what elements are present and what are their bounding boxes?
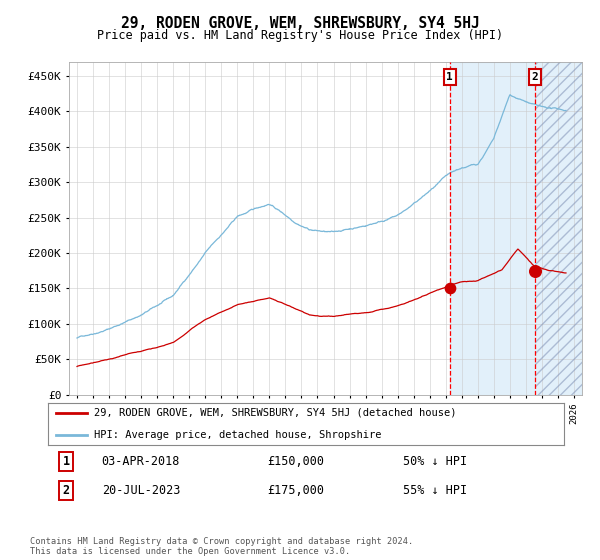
Text: 55% ↓ HPI: 55% ↓ HPI: [403, 484, 467, 497]
Text: 50% ↓ HPI: 50% ↓ HPI: [403, 455, 467, 468]
Point: [445, 284, 455, 293]
Text: 29, RODEN GROVE, WEM, SHREWSBURY, SY4 5HJ (detached house): 29, RODEN GROVE, WEM, SHREWSBURY, SY4 5H…: [94, 408, 457, 418]
Text: £150,000: £150,000: [267, 455, 324, 468]
Bar: [450, 62, 582, 395]
Text: £175,000: £175,000: [267, 484, 324, 497]
Text: HPI: Average price, detached house, Shropshire: HPI: Average price, detached house, Shro…: [94, 430, 382, 440]
Text: 03-APR-2018: 03-APR-2018: [101, 455, 180, 468]
Text: 2: 2: [62, 484, 70, 497]
Text: 1: 1: [62, 455, 70, 468]
Text: 29, RODEN GROVE, WEM, SHREWSBURY, SY4 5HJ: 29, RODEN GROVE, WEM, SHREWSBURY, SY4 5H…: [121, 16, 479, 31]
Point: [530, 266, 539, 275]
Text: Contains HM Land Registry data © Crown copyright and database right 2024.
This d: Contains HM Land Registry data © Crown c…: [30, 536, 413, 556]
Text: Price paid vs. HM Land Registry's House Price Index (HPI): Price paid vs. HM Land Registry's House …: [97, 29, 503, 42]
Text: 1: 1: [446, 72, 453, 82]
Bar: [535, 62, 582, 395]
Text: 20-JUL-2023: 20-JUL-2023: [101, 484, 180, 497]
Text: 2: 2: [532, 72, 538, 82]
